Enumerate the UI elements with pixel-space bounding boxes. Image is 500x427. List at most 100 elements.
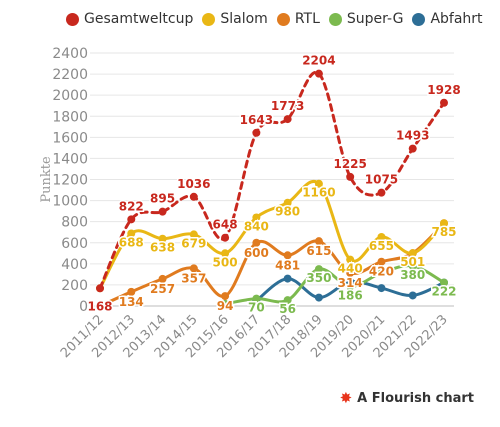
data-point xyxy=(440,98,448,107)
data-label: 56 xyxy=(279,302,296,316)
data-label: 222 xyxy=(431,285,456,299)
data-label: 440 xyxy=(338,262,363,276)
data-point xyxy=(377,284,386,293)
data-point xyxy=(314,237,323,246)
data-label: 1075 xyxy=(365,173,398,187)
data-label: 638 xyxy=(150,241,175,255)
data-point xyxy=(283,198,292,207)
data-label: 168 xyxy=(87,299,112,313)
data-point xyxy=(252,128,261,137)
data-point xyxy=(283,115,292,124)
data-point xyxy=(377,232,386,241)
data-label: 688 xyxy=(119,235,144,249)
data-label: 1160 xyxy=(302,186,335,200)
legend-swatch xyxy=(328,12,342,26)
data-label: 134 xyxy=(119,295,144,309)
data-label: 481 xyxy=(275,258,300,272)
data-point xyxy=(96,284,104,293)
y-tick-label: 1000 xyxy=(52,194,88,210)
data-point xyxy=(377,257,386,266)
data-label: 840 xyxy=(244,219,269,233)
data-point xyxy=(314,69,323,78)
data-label: 648 xyxy=(213,218,238,232)
legend-item-1[interactable]: Slalom xyxy=(202,11,268,27)
data-point xyxy=(314,265,323,274)
legend-item-4[interactable]: Abfahrt xyxy=(412,11,483,27)
y-tick-label: 800 xyxy=(61,215,88,231)
data-label: 501 xyxy=(400,255,425,269)
y-tick-label: 400 xyxy=(61,257,88,273)
data-label: 822 xyxy=(119,199,144,213)
legend-item-3[interactable]: Super-G xyxy=(328,11,404,27)
data-point xyxy=(158,274,167,283)
legend: Gesamtweltcup Slalom RTL Super-G Abfahrt xyxy=(66,11,483,27)
data-point xyxy=(221,233,230,242)
data-label: 895 xyxy=(150,192,175,206)
data-point xyxy=(283,296,292,305)
flourish-credit[interactable]: ✸ A Flourish chart xyxy=(340,389,474,407)
y-tick-label: 600 xyxy=(61,236,88,252)
data-label: 785 xyxy=(431,225,456,239)
flourish-logo-icon: ✸ xyxy=(339,389,353,407)
legend-label: Slalom xyxy=(220,11,268,27)
data-point xyxy=(252,213,261,222)
data-point xyxy=(127,287,136,296)
data-label: 679 xyxy=(181,236,206,250)
credit-text: A Flourish chart xyxy=(357,390,474,406)
data-point xyxy=(440,278,448,287)
data-point xyxy=(346,255,355,264)
data-point xyxy=(314,179,323,188)
y-tick-label: 1600 xyxy=(52,130,88,146)
data-label: 1643 xyxy=(240,113,273,127)
data-point xyxy=(127,229,136,238)
data-point xyxy=(221,292,230,301)
data-point xyxy=(377,188,386,197)
y-tick-label: 2000 xyxy=(52,88,88,104)
legend-swatch xyxy=(66,12,79,26)
y-tick-label: 0 xyxy=(79,299,88,315)
data-label: 420 xyxy=(369,265,394,279)
data-point xyxy=(252,294,261,303)
legend-item-2[interactable]: RTL xyxy=(276,11,320,27)
y-tick-label: 1200 xyxy=(52,173,88,189)
legend-swatch xyxy=(202,12,216,26)
legend-item-0[interactable]: Gesamtweltcup xyxy=(66,11,193,27)
data-point xyxy=(346,282,355,291)
data-point xyxy=(440,219,448,228)
y-tick-label: 1800 xyxy=(52,109,88,125)
data-point xyxy=(189,230,198,239)
data-point xyxy=(283,251,292,260)
data-point xyxy=(408,249,417,258)
data-point xyxy=(283,274,292,283)
data-label: 1225 xyxy=(333,157,366,171)
data-label: 1493 xyxy=(396,129,429,143)
data-label: 94 xyxy=(217,299,234,313)
data-point xyxy=(221,249,230,258)
data-point xyxy=(189,264,198,273)
data-label: 2204 xyxy=(302,54,335,68)
data-point xyxy=(408,291,417,300)
legend-label: RTL xyxy=(294,11,320,27)
data-point xyxy=(346,268,355,277)
data-point xyxy=(158,234,167,243)
data-label: 1928 xyxy=(427,83,460,97)
data-point xyxy=(127,215,136,224)
data-label: 1773 xyxy=(271,99,304,113)
y-tick-label: 2400 xyxy=(52,46,88,62)
data-point xyxy=(252,238,261,247)
data-label: 1036 xyxy=(177,177,210,191)
data-label: 380 xyxy=(400,268,425,282)
y-tick-label: 200 xyxy=(61,278,88,294)
data-label: 314 xyxy=(338,276,363,290)
legend-label: Super-G xyxy=(346,11,404,27)
data-label: 186 xyxy=(338,288,363,302)
data-point xyxy=(221,299,230,308)
data-point xyxy=(96,302,104,310)
data-point xyxy=(314,293,323,302)
y-axis-label: Punkte xyxy=(39,156,54,203)
data-label: 357 xyxy=(181,271,206,285)
data-label: 980 xyxy=(275,205,300,219)
legend-swatch xyxy=(276,12,290,26)
data-label: 70 xyxy=(248,301,265,315)
